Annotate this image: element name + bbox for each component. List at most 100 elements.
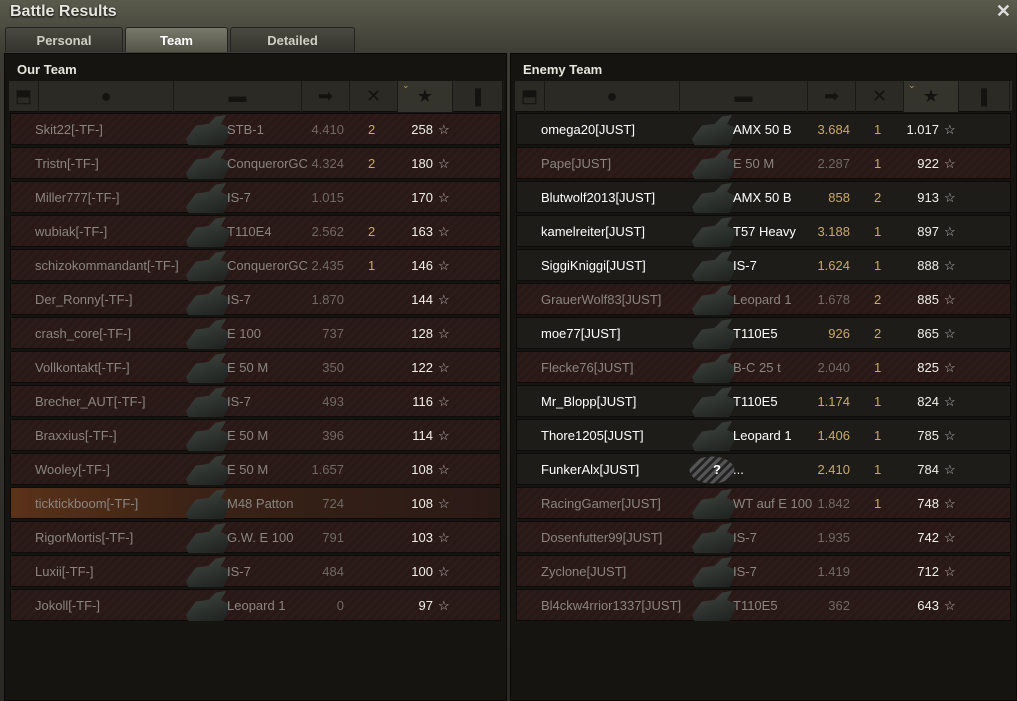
player-row[interactable]: Dosenfutter99[JUST] IS-7 1.935 742 ☆ [516,521,1011,553]
player-row[interactable]: Tristn[-TF-] ConquerorGC 4.324 2 180 ☆ [10,147,501,179]
player-name: Wooley[-TF-] [35,462,110,477]
medal-column-header[interactable]: ❚ [959,81,1010,112]
star-icon: ☆ [944,258,956,273]
damage-column-header[interactable]: ➡ [808,81,856,112]
player-row[interactable]: Blutwolf2013[JUST] AMX 50 B 858 2 913 ☆ [516,181,1011,213]
tank-name: ConquerorGC [227,156,308,171]
platoon-column-header[interactable]: ⬒ [515,81,545,112]
tank-image [186,217,231,247]
kills-value: 1 [368,258,376,273]
player-row[interactable]: wubiak[-TF-] T110E4 2.562 2 163 ☆ [10,215,501,247]
player-row[interactable]: Zyclone[JUST] IS-7 1.419 712 ☆ [516,555,1011,587]
player-row[interactable]: RacingGamer[JUST] WT auf E 100 1.842 1 748 ☆ [516,487,1011,519]
tank-column-header[interactable]: ▬ [174,81,302,112]
kills-value: 2 [368,224,376,239]
player-row[interactable]: Braxxius[-TF-] E 50 M 396 114 ☆ [10,419,501,451]
tank-name: T110E5 [733,598,778,613]
medal-column-header[interactable]: ❚ [453,81,504,112]
player-row[interactable]: Der_Ronny[-TF-] IS-7 1.870 144 ☆ [10,283,501,315]
xp-star-column-header[interactable]: ★ ⌄ [904,80,959,112]
close-icon[interactable]: ✕ [995,1,1011,21]
star-icon: ☆ [438,122,450,137]
score-value: 865 [917,326,939,341]
player-name: Luxii[-TF-] [35,564,94,579]
player-row[interactable]: GrauerWolf83[JUST] Leopard 1 1.678 2 885 ☆ [516,283,1011,315]
star-icon: ☆ [438,598,450,613]
player-row[interactable]: Jokoll[-TF-] Leopard 1 0 97 ☆ [10,589,501,621]
tank-image [186,489,231,519]
tank-icon: ▬ [228,86,247,106]
score-value: 825 [917,360,939,375]
kills-icon: ✕ [365,86,382,106]
player-column-header[interactable]: ● [545,81,680,112]
tank-name: IS-7 [227,394,251,409]
star-icon: ☆ [438,530,450,545]
kills-value: 1 [874,156,882,171]
tank-name: E 50 M [733,156,775,171]
player-name: Thore1205[JUST] [541,428,644,443]
column-header-row: ⬒ ● ▬ ➡ ✕ ★ ⌄ ❚ [9,80,504,112]
star-icon: ☆ [944,292,956,307]
player-row[interactable]: Thore1205[JUST] Leopard 1 1.406 1 785 ☆ [516,419,1011,451]
tank-name: T110E5 [733,326,778,341]
damage-value: 1.419 [817,564,850,579]
score-value: 100 [411,564,433,579]
damage-column-header[interactable]: ➡ [302,81,350,112]
player-row[interactable]: FunkerAlx[JUST]?... 2.410 1 784 ☆ [516,453,1011,485]
player-row[interactable]: RigorMortis[-TF-] G.W. E 100 791 103 ☆ [10,521,501,553]
player-row[interactable]: Pape[JUST] E 50 M 2.287 1 922 ☆ [516,147,1011,179]
player-row[interactable]: ticktickboom[-TF-] M48 Patton 724 108 ☆ [10,487,501,519]
player-name: Tristn[-TF-] [35,156,99,171]
score-value: 97 [418,598,433,613]
player-row[interactable]: kamelreiter[JUST] T57 Heavy 3.188 1 897 ☆ [516,215,1011,247]
tank-image [692,319,737,349]
damage-value: 1.870 [311,292,344,307]
damage-value: 926 [828,326,850,341]
player-row[interactable]: Wooley[-TF-] E 50 M 1.657 108 ☆ [10,453,501,485]
platoon-column-header[interactable]: ⬒ [9,81,39,112]
damage-value: 737 [322,326,344,341]
kills-value: 2 [874,292,882,307]
kills-value: 1 [874,428,882,443]
player-row[interactable]: Brecher_AUT[-TF-] IS-7 493 116 ☆ [10,385,501,417]
player-column-header[interactable]: ● [39,81,174,112]
tank-name: IS-7 [733,564,757,579]
tank-name: E 100 [227,326,261,341]
kills-column-header[interactable]: ✕ [856,81,904,112]
player-row[interactable]: crash_core[-TF-] E 100 737 128 ☆ [10,317,501,349]
star-icon: ☆ [944,496,956,511]
player-row[interactable]: Luxii[-TF-] IS-7 484 100 ☆ [10,555,501,587]
tank-image [186,523,231,553]
player-name: Der_Ronny[-TF-] [35,292,133,307]
xp-star-column-header[interactable]: ★ ⌄ [398,80,453,112]
score-value: 116 [412,394,433,409]
tank-image [186,251,231,281]
score-value: 170 [411,190,433,205]
kills-column-header[interactable]: ✕ [350,81,398,112]
player-row[interactable]: omega20[JUST] AMX 50 B 3.684 1 1.017 ☆ [516,113,1011,145]
tank-name: WT auf E 100 [733,496,813,511]
player-row[interactable]: Bl4ckw4rrior1337[JUST] T110E5 362 643 ☆ [516,589,1011,621]
player-row[interactable]: Skit22[-TF-] STB-1 4.410 2 258 ☆ [10,113,501,145]
score-value: 897 [917,224,939,239]
tank-name: E 50 M [227,360,269,375]
player-row[interactable]: Mr_Blopp[JUST] T110E5 1.174 1 824 ☆ [516,385,1011,417]
tank-image [692,149,737,179]
tank-name: STB-1 [227,122,264,137]
player-row[interactable]: moe77[JUST] T110E5 926 2 865 ☆ [516,317,1011,349]
tab-personal-score[interactable]: Personal Score [5,27,123,73]
player-row[interactable]: Flecke76[JUST] B-C 25 t 2.040 1 825 ☆ [516,351,1011,383]
tab-team-score[interactable]: Team Score [125,27,228,73]
platoon-icon: ⬒ [520,86,538,106]
tab-detailed-report[interactable]: Detailed Report [230,27,355,73]
player-row[interactable]: Miller777[-TF-] IS-7 1.015 170 ☆ [10,181,501,213]
player-name: RacingGamer[JUST] [541,496,661,511]
tank-column-header[interactable]: ▬ [680,81,808,112]
player-row[interactable]: Vollkontakt[-TF-] E 50 M 350 122 ☆ [10,351,501,383]
tank-image [186,591,231,621]
damage-value: 3.684 [817,122,850,137]
score-value: 108 [411,496,433,511]
player-row[interactable]: schizokommandant[-TF-] ConquerorGC 2.435 1 1… [10,249,501,281]
damage-icon: ➡ [317,86,334,106]
player-row[interactable]: SiggiKniggi[JUST] IS-7 1.624 1 888 ☆ [516,249,1011,281]
